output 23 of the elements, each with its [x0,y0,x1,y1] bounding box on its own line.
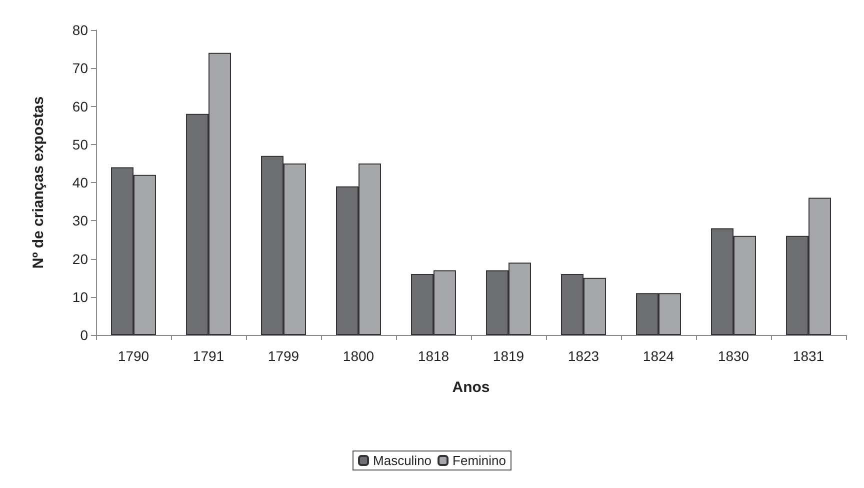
y-tick-label: 10 [72,288,88,305]
y-tick-label: 30 [72,212,88,229]
y-axis-title: Nº de crianças expostas [30,96,47,269]
x-tick-label: 1791 [192,348,224,364]
y-tick-label: 60 [72,98,88,114]
x-tick-label: 1830 [718,348,750,364]
y-tick-label: 20 [72,250,88,267]
x-tick-label: 1799 [268,348,300,364]
y-tick-label: 70 [72,60,88,76]
x-tick-label: 1824 [642,348,674,364]
x-tick-label: 1823 [568,348,600,364]
x-tick-label: 1818 [418,348,450,364]
x-axis-title: Anos [452,379,490,396]
y-tick-label: 0 [80,327,88,343]
y-tick-label: 50 [72,136,88,152]
x-tick-label: 1790 [118,348,150,364]
y-tick-label: 40 [72,174,88,190]
y-tick-label: 80 [72,22,88,38]
x-tick-label: 1819 [492,348,524,364]
legend-label: Masculino [373,453,432,468]
x-tick-label: 1800 [342,348,374,364]
x-tick-label: 1831 [792,348,824,364]
legend-label: Feminino [452,453,506,468]
